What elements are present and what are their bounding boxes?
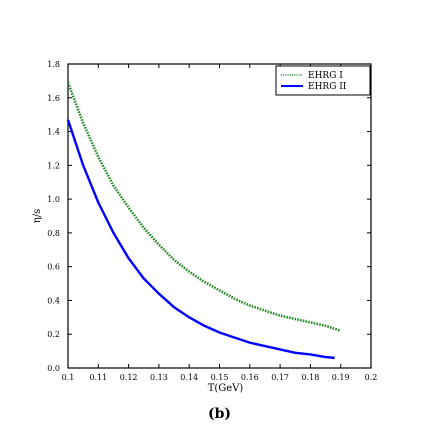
series-line-1 (66, 82, 342, 333)
y-tick-label: 0.2 (47, 330, 60, 339)
y-axis-label: η/s (32, 209, 43, 224)
y-tick-label: 1.8 (47, 60, 60, 69)
x-tick-label: 0.17 (271, 373, 289, 382)
x-tick-label: 0.18 (301, 373, 319, 382)
x-tick-label: 0.1 (62, 373, 75, 382)
y-tick-label: 1.2 (47, 161, 60, 170)
y-tick-label: 1.4 (47, 128, 60, 137)
series-line-2 (66, 119, 335, 360)
x-tick-label: 0.16 (241, 373, 259, 382)
x-tick-label: 0.19 (332, 373, 350, 382)
y-tick-label: 0.0 (47, 364, 60, 373)
y-tick-label: 1.0 (47, 195, 60, 204)
x-tick-label: 0.12 (120, 373, 138, 382)
legend-box (275, 65, 371, 96)
x-axis-label: T(GeV) (208, 383, 244, 394)
x-tick-label: 0.11 (89, 373, 107, 382)
y-tick-label: 0.6 (47, 263, 60, 272)
plot-frame (67, 63, 372, 369)
x-tick-label: 0.13 (150, 373, 168, 382)
x-tick-label: 0.14 (180, 373, 198, 382)
legend-label-2: EHRG II (308, 82, 347, 92)
y-tick-label: 0.8 (47, 229, 60, 238)
figure-caption: (b) (208, 406, 231, 422)
x-tick-label: 0.15 (211, 373, 229, 382)
legend-label-1: EHRG I (308, 71, 343, 81)
x-tick-label: 0.2 (365, 373, 378, 382)
y-axis-ticks: 0.0 0.2 0.4 0.6 0.8 1.0 1.2 1.4 1.6 1.8 (47, 60, 371, 373)
y-tick-label: 1.6 (47, 94, 60, 103)
series-layer (66, 82, 342, 360)
y-tick-label: 0.4 (47, 296, 60, 305)
